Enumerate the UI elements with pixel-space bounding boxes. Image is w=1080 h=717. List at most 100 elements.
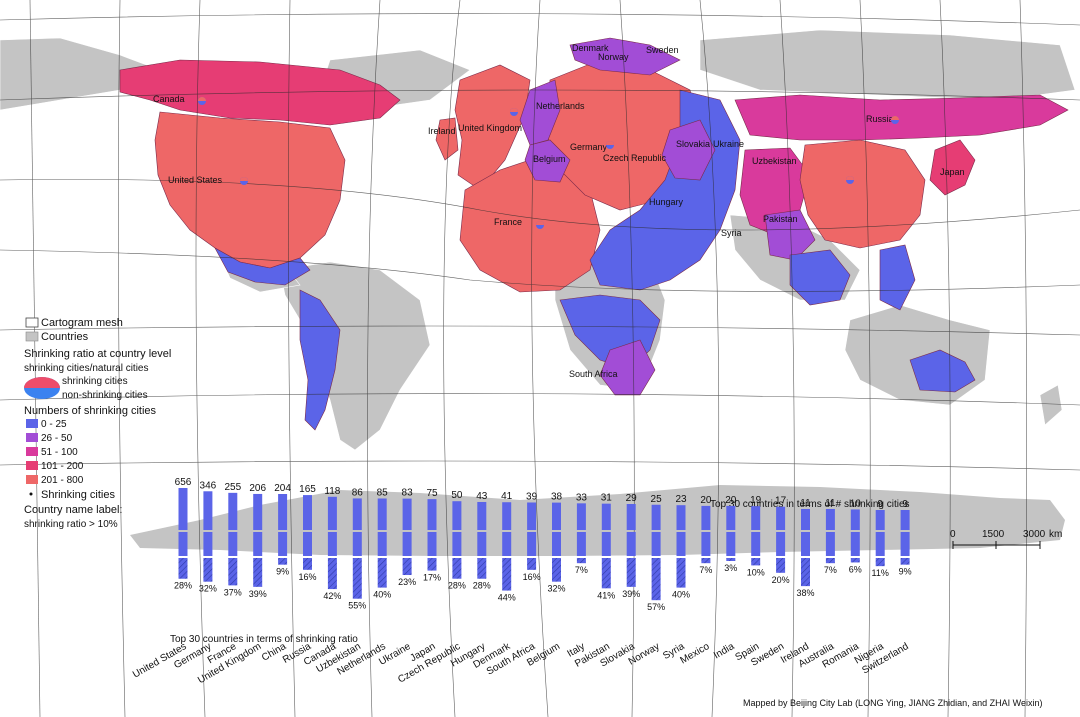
ratio-bar xyxy=(875,558,885,567)
ratio-bar xyxy=(327,558,337,590)
scale-tick-3000: 3000 xyxy=(1023,529,1046,540)
count-bar xyxy=(651,504,661,530)
count-bar-stem xyxy=(527,532,537,556)
ratio-value-label: 32% xyxy=(199,584,217,594)
legend-ratio-subtitle: shrinking cities/natural cities xyxy=(24,363,149,374)
count-bar-stem xyxy=(427,532,437,556)
ratio-value-label: 3% xyxy=(724,563,737,573)
ratio-value-label: 40% xyxy=(373,590,391,600)
count-value-label: 10 xyxy=(850,498,862,509)
count-bar-stem xyxy=(502,532,512,556)
map-label-russia: Russia xyxy=(866,114,894,124)
count-bar-stem xyxy=(303,532,312,556)
count-bar-stem xyxy=(900,532,910,556)
count-value-label: 83 xyxy=(402,488,414,499)
ratio-value-label: 32% xyxy=(547,584,565,594)
legend-point-icon xyxy=(29,492,33,496)
count-bar-stem xyxy=(477,532,487,556)
count-value-label: 204 xyxy=(274,483,291,494)
ratio-bar xyxy=(477,558,487,579)
count-bar xyxy=(352,498,362,530)
ratio-value-label: 7% xyxy=(699,565,712,575)
count-bar-stem xyxy=(352,532,362,556)
count-value-label: 23 xyxy=(675,494,687,505)
count-bar xyxy=(303,495,312,530)
ratio-bar xyxy=(278,558,288,565)
count-bar xyxy=(900,510,910,530)
count-bar xyxy=(776,506,786,530)
count-bar-stem xyxy=(377,532,387,556)
scale-tick-0: 0 xyxy=(950,529,956,540)
ratio-value-label: 16% xyxy=(298,572,316,582)
bars-count-series: 656 346 255 206 204 165 118 86 85 83 75 50 43 41 39 38 3… xyxy=(175,477,910,556)
legend-numbers-title: Numbers of shrinking cities xyxy=(24,405,157,417)
ratio-value-label: 17% xyxy=(423,573,441,583)
count-bar xyxy=(203,491,213,530)
region-russia xyxy=(734,94,1069,141)
count-value-label: 9 xyxy=(902,499,908,510)
region-south-africa xyxy=(599,339,656,396)
count-bar-stem xyxy=(552,532,561,556)
map-country-labels: Canada United States Ireland United King… xyxy=(153,43,965,379)
count-bar-stem xyxy=(626,532,636,556)
count-value-label: 20 xyxy=(725,495,737,506)
region-scandinavia xyxy=(569,37,681,76)
legend-mesh-swatch xyxy=(25,317,39,328)
region-pakistan xyxy=(764,209,816,261)
count-value-label: 255 xyxy=(224,482,241,493)
count-bar xyxy=(377,498,387,530)
ratio-bar xyxy=(801,558,810,587)
ratio-value-label: 20% xyxy=(772,575,790,585)
legend-country-label-1: Country name label: xyxy=(24,504,122,516)
colored-countries xyxy=(119,37,1069,431)
legend-bin-swatch-4 xyxy=(26,475,38,484)
ratio-bar xyxy=(651,558,661,601)
ratio-value-label: 16% xyxy=(523,572,541,582)
count-bar xyxy=(552,502,561,530)
ratio-bar xyxy=(850,558,860,563)
count-bar xyxy=(477,501,487,530)
count-bar xyxy=(701,505,711,530)
ratio-bar xyxy=(751,558,761,566)
count-value-label: 9 xyxy=(877,499,883,510)
count-bar-stem xyxy=(278,532,288,556)
ratio-value-label: 44% xyxy=(498,593,516,603)
count-bar xyxy=(427,499,437,530)
map-label-norway: Norway xyxy=(598,52,629,62)
ratio-bar xyxy=(452,558,462,579)
map-label-uzbekistan: Uzbekistan xyxy=(752,156,797,166)
ratio-value-label: 40% xyxy=(672,590,690,600)
region-belgium xyxy=(524,139,571,183)
count-value-label: 25 xyxy=(651,494,663,505)
count-bar xyxy=(726,505,736,530)
count-value-label: 39 xyxy=(526,491,538,502)
count-bar xyxy=(601,503,611,530)
count-value-label: 29 xyxy=(626,493,638,504)
count-bar-stem xyxy=(850,532,860,556)
ratio-value-label: 28% xyxy=(448,581,466,591)
ratio-bar xyxy=(377,558,387,588)
count-bar-stem xyxy=(601,532,611,556)
map-label-pakistan: Pakistan xyxy=(763,214,798,224)
legend-points-label: Shrinking cities xyxy=(41,489,115,501)
region-mexico xyxy=(214,247,311,286)
ratio-bar xyxy=(601,558,611,589)
count-bar-stem xyxy=(402,532,412,556)
count-bar-stem xyxy=(701,532,711,556)
count-bar-stem xyxy=(228,532,238,556)
count-bar xyxy=(751,506,761,530)
ratio-bar xyxy=(576,558,586,564)
count-value-label: 656 xyxy=(175,477,192,488)
ratio-value-label: 39% xyxy=(622,589,640,599)
ratio-value-label: 38% xyxy=(796,588,814,598)
count-value-label: 346 xyxy=(200,480,217,491)
ratio-value-label: 37% xyxy=(224,587,242,597)
ratio-value-label: 10% xyxy=(747,567,765,577)
ratio-bar xyxy=(203,558,213,582)
credit-text: Mapped by Beijing City Lab (LONG Ying, J… xyxy=(743,698,1042,708)
legend-countries-label: Countries xyxy=(41,331,89,343)
count-value-label: 118 xyxy=(324,486,340,497)
count-bar xyxy=(626,503,636,530)
map-label-slovakia: Slovakia xyxy=(676,139,710,149)
